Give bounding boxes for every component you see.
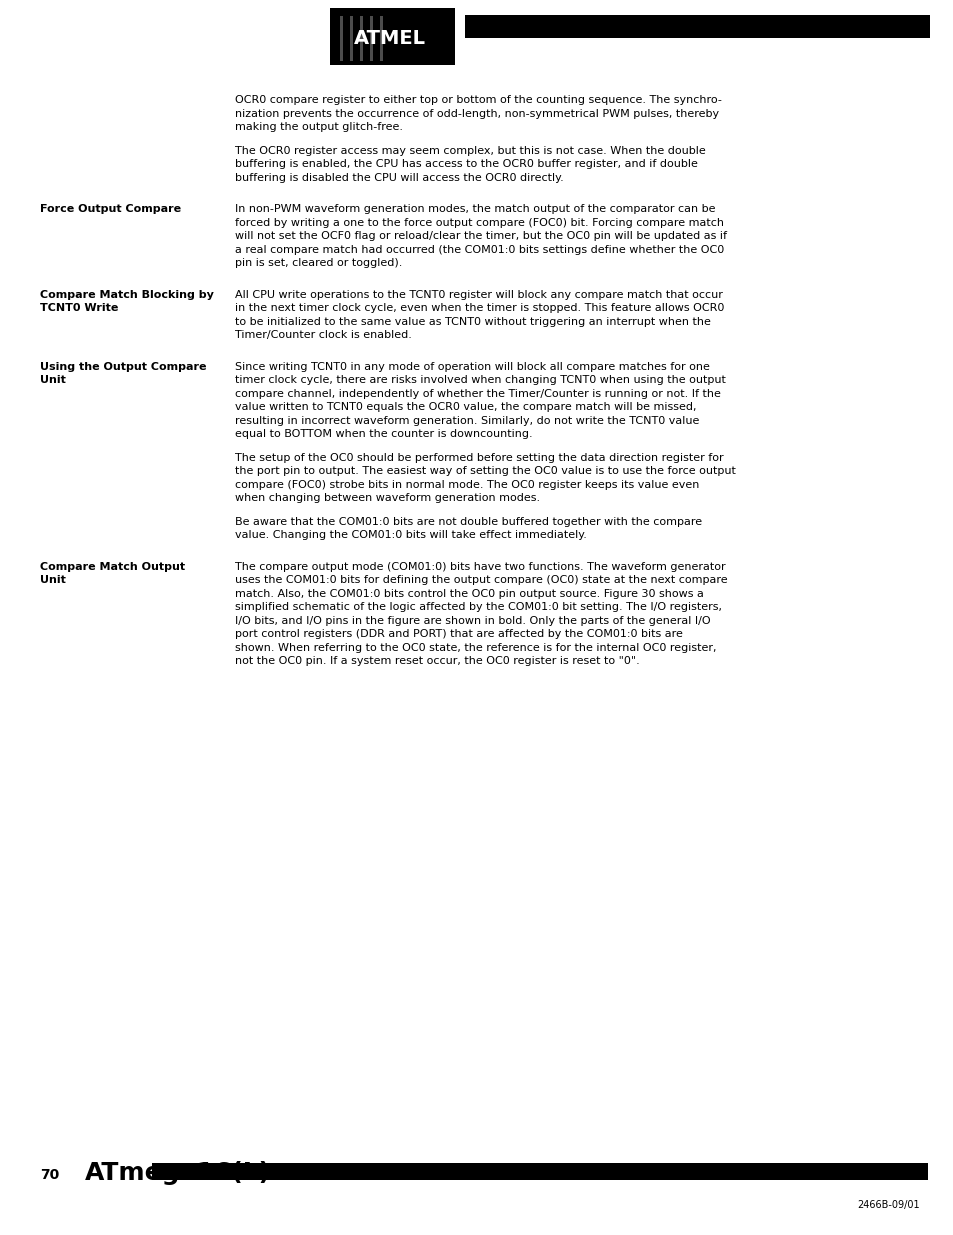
Text: All CPU write operations to the TCNT0 register will block any compare match that: All CPU write operations to the TCNT0 re…: [234, 290, 722, 300]
Text: match. Also, the COM01:0 bits control the OC0 pin output source. Figure 30 shows: match. Also, the COM01:0 bits control th…: [234, 589, 703, 599]
Text: 2466B-09/01: 2466B-09/01: [857, 1200, 919, 1210]
Bar: [370, 16, 373, 61]
Bar: [152, 1163, 927, 1179]
Polygon shape: [333, 7, 455, 19]
Text: value written to TCNT0 equals the OCR0 value, the compare match will be missed,: value written to TCNT0 equals the OCR0 v…: [234, 403, 696, 412]
Text: The compare output mode (COM01:0) bits have two functions. The waveform generato: The compare output mode (COM01:0) bits h…: [234, 562, 725, 572]
Text: ATmega16(L): ATmega16(L): [85, 1161, 271, 1186]
Bar: [379, 16, 382, 61]
Bar: [339, 16, 343, 61]
Text: In non-PWM waveform generation modes, the match output of the comparator can be: In non-PWM waveform generation modes, th…: [234, 204, 715, 214]
Text: the port pin to output. The easiest way of setting the OC0 value is to use the f: the port pin to output. The easiest way …: [234, 466, 735, 477]
Text: forced by writing a one to the force output compare (FOC0) bit. Forcing compare : forced by writing a one to the force out…: [234, 217, 723, 227]
Text: when changing between waveform generation modes.: when changing between waveform generatio…: [234, 493, 539, 503]
Text: a real compare match had occurred (the COM01:0 bits settings define whether the : a real compare match had occurred (the C…: [234, 245, 723, 254]
Text: OCR0 compare register to either top or bottom of the counting sequence. The sync: OCR0 compare register to either top or b…: [234, 95, 721, 105]
Bar: [359, 16, 363, 61]
Text: Unit: Unit: [40, 375, 66, 385]
Text: in the next timer clock cycle, even when the timer is stopped. This feature allo: in the next timer clock cycle, even when…: [234, 303, 723, 314]
Text: will not set the OCF0 flag or reload/clear the timer, but the OC0 pin will be up: will not set the OCF0 flag or reload/cle…: [234, 231, 726, 241]
Text: equal to BOTTOM when the counter is downcounting.: equal to BOTTOM when the counter is down…: [234, 429, 532, 440]
Text: 70: 70: [40, 1168, 59, 1182]
Text: to be initialized to the same value as TCNT0 without triggering an interrupt whe: to be initialized to the same value as T…: [234, 316, 710, 326]
Text: ATMEL: ATMEL: [354, 28, 426, 48]
Text: The OCR0 register access may seem complex, but this is not case. When the double: The OCR0 register access may seem comple…: [234, 146, 705, 156]
Text: TCNT0 Write: TCNT0 Write: [40, 303, 118, 314]
Text: port control registers (DDR and PORT) that are affected by the COM01:0 bits are: port control registers (DDR and PORT) th…: [234, 629, 682, 640]
Text: not the OC0 pin. If a system reset occur, the OC0 register is reset to "0".: not the OC0 pin. If a system reset occur…: [234, 656, 639, 666]
Text: Force Output Compare: Force Output Compare: [40, 204, 181, 214]
Text: Unit: Unit: [40, 576, 66, 585]
Text: making the output glitch-free.: making the output glitch-free.: [234, 122, 402, 132]
Text: buffering is enabled, the CPU has access to the OCR0 buffer register, and if dou: buffering is enabled, the CPU has access…: [234, 159, 698, 169]
Text: uses the COM01:0 bits for defining the output compare (OC0) state at the next co: uses the COM01:0 bits for defining the o…: [234, 576, 727, 585]
Text: Be aware that the COM01:0 bits are not double buffered together with the compare: Be aware that the COM01:0 bits are not d…: [234, 516, 701, 526]
Text: resulting in incorrect waveform generation. Similarly, do not write the TCNT0 va: resulting in incorrect waveform generati…: [234, 416, 699, 426]
Text: Timer/Counter clock is enabled.: Timer/Counter clock is enabled.: [234, 330, 412, 340]
Text: Compare Match Blocking by: Compare Match Blocking by: [40, 290, 213, 300]
Text: Compare Match Output: Compare Match Output: [40, 562, 185, 572]
Text: Using the Output Compare: Using the Output Compare: [40, 362, 206, 372]
Bar: [350, 16, 353, 61]
Bar: [330, 7, 455, 65]
Text: compare channel, independently of whether the Timer/Counter is running or not. I: compare channel, independently of whethe…: [234, 389, 720, 399]
Text: value. Changing the COM01:0 bits will take effect immediately.: value. Changing the COM01:0 bits will ta…: [234, 530, 586, 540]
Text: shown. When referring to the OC0 state, the reference is for the internal OC0 re: shown. When referring to the OC0 state, …: [234, 642, 716, 652]
Text: Since writing TCNT0 in any mode of operation will block all compare matches for : Since writing TCNT0 in any mode of opera…: [234, 362, 709, 372]
Text: timer clock cycle, there are risks involved when changing TCNT0 when using the o: timer clock cycle, there are risks invol…: [234, 375, 725, 385]
Text: The setup of the OC0 should be performed before setting the data direction regis: The setup of the OC0 should be performed…: [234, 452, 723, 463]
Text: nization prevents the occurrence of odd-length, non-symmetrical PWM pulses, ther: nization prevents the occurrence of odd-…: [234, 109, 719, 119]
Text: buffering is disabled the CPU will access the OCR0 directly.: buffering is disabled the CPU will acces…: [234, 173, 563, 183]
Text: I/O bits, and I/O pins in the figure are shown in bold. Only the parts of the ge: I/O bits, and I/O pins in the figure are…: [234, 615, 710, 626]
Text: simplified schematic of the logic affected by the COM01:0 bit setting. The I/O r: simplified schematic of the logic affect…: [234, 603, 721, 613]
Bar: [464, 15, 929, 38]
Text: pin is set, cleared or toggled).: pin is set, cleared or toggled).: [234, 258, 402, 268]
Text: compare (FOC0) strobe bits in normal mode. The OC0 register keeps its value even: compare (FOC0) strobe bits in normal mod…: [234, 479, 699, 489]
